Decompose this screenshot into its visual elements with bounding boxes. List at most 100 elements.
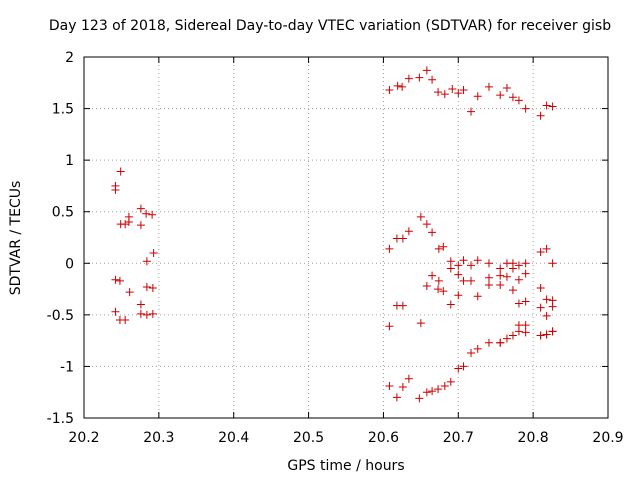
- x-tick-label: 20.6: [368, 430, 399, 446]
- y-tick-label: 2: [65, 50, 74, 66]
- data-point: [484, 82, 493, 91]
- data-point: [542, 295, 551, 304]
- data-point: [459, 276, 468, 285]
- data-point: [514, 261, 523, 270]
- y-axis-title: SDTVAR / TECUs: [8, 181, 24, 296]
- data-point: [385, 86, 394, 95]
- data-point: [149, 248, 158, 257]
- data-point: [496, 271, 505, 280]
- data-point: [496, 338, 505, 347]
- data-point: [473, 292, 482, 301]
- data-point: [521, 259, 530, 268]
- data-point: [385, 244, 394, 253]
- y-tick-label: 0.5: [52, 205, 74, 221]
- data-point: [428, 387, 437, 396]
- x-tick-label: 20.4: [218, 430, 249, 446]
- data-point: [459, 86, 468, 95]
- data-point: [548, 102, 557, 111]
- data-point: [496, 280, 505, 289]
- data-point: [536, 303, 545, 312]
- x-tick-label: 20.7: [443, 430, 474, 446]
- data-point: [434, 276, 443, 285]
- data-point: [404, 74, 413, 83]
- y-tick-label: -0.5: [47, 308, 74, 324]
- data-point: [422, 388, 431, 397]
- data-point: [484, 273, 493, 282]
- data-point: [148, 210, 157, 219]
- data-point: [514, 299, 523, 308]
- data-point: [111, 275, 120, 284]
- data-point: [542, 330, 551, 339]
- data-point: [111, 186, 120, 195]
- chart-title: Day 123 of 2018, Sidereal Day-to-day VTE…: [49, 18, 611, 34]
- data-point: [136, 309, 145, 318]
- data-point: [521, 297, 530, 306]
- data-point: [484, 259, 493, 268]
- data-point: [434, 285, 443, 294]
- data-point: [502, 334, 511, 343]
- data-point: [542, 311, 551, 320]
- data-point: [434, 244, 443, 253]
- data-point: [422, 281, 431, 290]
- data-point: [446, 257, 455, 266]
- data-point: [448, 84, 457, 93]
- data-point: [415, 73, 424, 82]
- data-point: [121, 316, 130, 325]
- axes: [83, 56, 609, 419]
- data-point: [521, 104, 530, 113]
- data-point: [398, 82, 407, 91]
- data-point: [116, 167, 125, 176]
- grid-lines: [84, 57, 608, 418]
- data-point: [142, 257, 151, 266]
- data-point: [142, 209, 151, 218]
- data-point: [385, 322, 394, 331]
- x-tick-label: 20.9: [592, 430, 623, 446]
- data-point: [473, 92, 482, 101]
- tick-labels: 20.2 20.3 20.4 20.5 20.6 20.7 20.8 20.9-1.5-1-0…: [47, 50, 624, 446]
- data-point: [446, 300, 455, 309]
- data-point: [473, 256, 482, 265]
- data-point: [398, 234, 407, 243]
- data-point: [422, 220, 431, 229]
- data-point: [415, 394, 424, 403]
- y-tick-label: 0: [65, 256, 74, 272]
- x-tick-label: 20.2: [68, 430, 99, 446]
- data-point: [148, 309, 157, 318]
- y-tick-label: -1: [60, 359, 74, 375]
- data-point: [536, 284, 545, 293]
- data-point: [111, 307, 120, 316]
- data-point: [136, 204, 145, 213]
- data-point: [496, 91, 505, 100]
- data-point: [542, 101, 551, 110]
- data-point: [467, 261, 476, 270]
- data-point: [124, 218, 133, 227]
- data-point: [398, 301, 407, 310]
- data-point: [467, 349, 476, 358]
- data-point: [454, 364, 463, 373]
- data-point: [115, 276, 124, 285]
- data-point: [521, 269, 530, 278]
- y-tick-label: -1.5: [47, 411, 74, 427]
- data-point: [439, 287, 448, 296]
- data-point: [496, 264, 505, 273]
- data-point: [454, 89, 463, 98]
- data-point: [521, 321, 530, 330]
- data-point: [446, 264, 455, 273]
- data-point: [404, 227, 413, 236]
- data-point: [148, 284, 157, 293]
- data-point: [416, 319, 425, 328]
- data-point: [536, 247, 545, 256]
- data-point: [385, 382, 394, 391]
- data-point: [434, 385, 443, 394]
- data-point: [416, 212, 425, 221]
- data-point: [514, 275, 523, 284]
- data-point: [422, 66, 431, 75]
- data-point: [142, 310, 151, 319]
- data-point: [508, 93, 517, 102]
- data-point: [392, 393, 401, 402]
- data-point: [502, 272, 511, 281]
- data-point: [121, 220, 130, 229]
- y-tick-label: 1: [65, 153, 74, 169]
